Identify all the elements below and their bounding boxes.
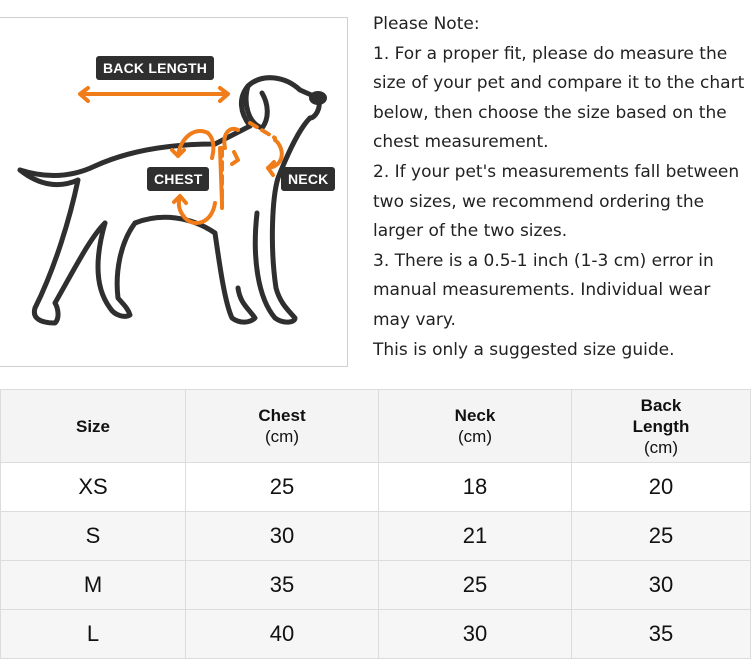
header-neck: Neck (cm) <box>378 389 572 463</box>
cell-neck: 30 <box>378 609 572 659</box>
note-line: larger of the two sizes. <box>373 221 568 242</box>
size-chart-table: Size Chest (cm) Neck (cm) Back Length (cm) X… <box>0 389 751 659</box>
back-length-label: BACK LENGTH <box>96 56 215 80</box>
note-line: two sizes, we recommend ordering the <box>373 191 705 212</box>
note-line: 2. If your pet's measurements fall betwe… <box>373 161 740 182</box>
note-line: 3. There is a 0.5-1 inch (1-3 cm) error … <box>373 250 714 271</box>
cell-chest: 35 <box>185 560 379 610</box>
notes-heading: Please Note: <box>373 14 480 34</box>
table-row: L 40 30 35 <box>0 609 751 659</box>
table-row: S 30 21 25 <box>0 511 751 561</box>
note-line: may vary. <box>373 309 456 330</box>
cell-size: S <box>0 511 186 561</box>
header-chest: Chest (cm) <box>185 389 379 463</box>
table-header-row: Size Chest (cm) Neck (cm) Back Length (cm) <box>0 389 751 463</box>
cell-back-length: 35 <box>571 609 751 659</box>
cell-back-length: 20 <box>571 462 751 512</box>
table-row: XS 25 18 20 <box>0 462 751 512</box>
header-back-length: Back Length (cm) <box>571 389 751 463</box>
note-line: 1. For a proper fit, please do measure t… <box>373 43 728 64</box>
table-row: M 35 25 30 <box>0 560 751 610</box>
dog-outline-icon <box>17 75 327 326</box>
cell-size: L <box>0 609 186 659</box>
dog-measurement-illustration: BACK LENGTH CHEST NECK <box>0 17 348 367</box>
cell-chest: 40 <box>185 609 379 659</box>
cell-neck: 25 <box>378 560 572 610</box>
note-line: size of your pet and compare it to the c… <box>373 73 745 94</box>
neck-label: NECK <box>281 167 336 191</box>
cell-back-length: 30 <box>571 560 751 610</box>
dog-nose <box>309 91 327 105</box>
note-line: This is only a suggested size guide. <box>373 339 675 360</box>
note-line: chest measurement. <box>373 132 549 153</box>
note-line: below, then choose the size based on the <box>373 102 727 123</box>
note-line: manual measurements. Individual wear <box>373 280 711 301</box>
cell-back-length: 25 <box>571 511 751 561</box>
size-guide-notes: Please Note: 1. For a proper fit, please… <box>373 10 751 365</box>
cell-neck: 21 <box>378 511 572 561</box>
cell-size: M <box>0 560 186 610</box>
cell-neck: 18 <box>378 462 572 512</box>
cell-size: XS <box>0 462 186 512</box>
cell-chest: 25 <box>185 462 379 512</box>
header-size: Size <box>0 389 186 463</box>
chest-label: CHEST <box>147 167 210 191</box>
cell-chest: 30 <box>185 511 379 561</box>
